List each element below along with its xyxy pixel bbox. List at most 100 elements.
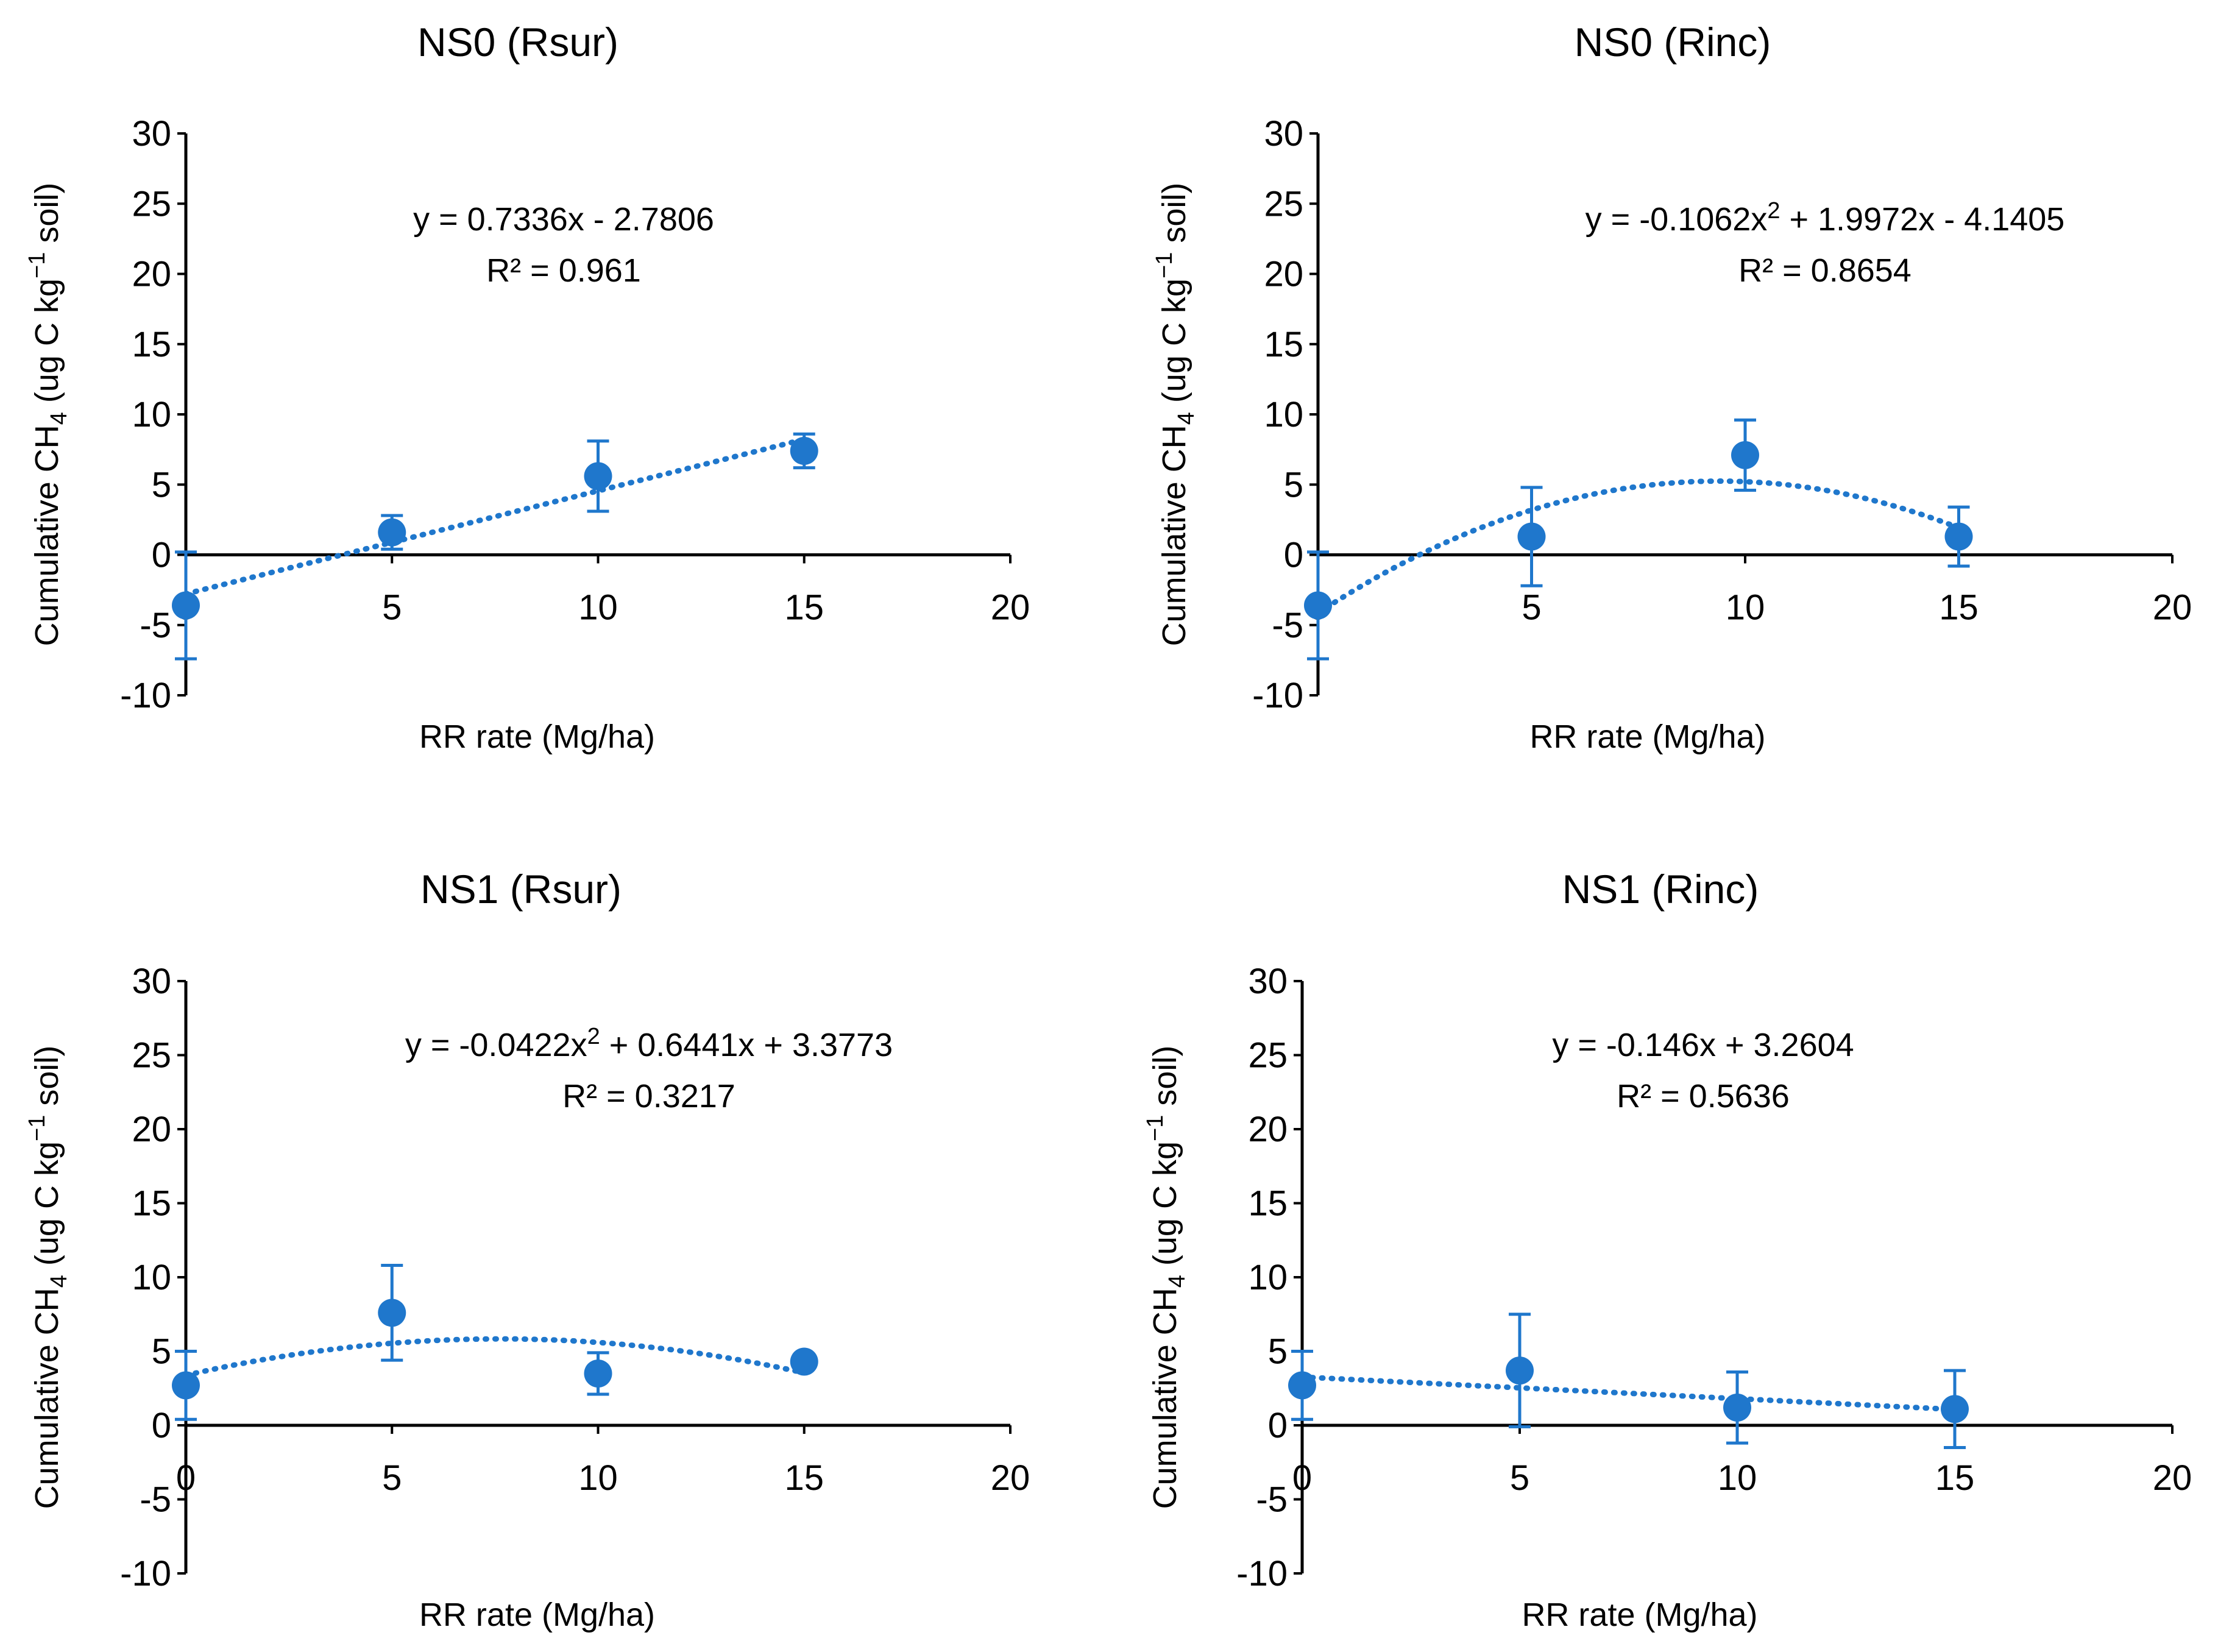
trendline-equation: y = -0.146x + 3.2604 [1552,1027,1854,1063]
data-point [172,1371,200,1400]
y-tick-label: 0 [1268,1406,1288,1445]
y-tick-label: 5 [152,465,171,505]
x-tick-label: 10 [578,1458,618,1498]
chart-title: NS0 (Rsur) [417,19,618,65]
y-tick-label: 10 [1264,395,1303,434]
x-tick-label: 5 [382,1458,402,1498]
x-axis-label: RR rate (Mg/ha) [419,718,655,755]
data-point [790,1347,818,1376]
y-tick-label: -10 [1252,676,1303,715]
x-tick-label: 20 [991,588,1030,628]
x-tick-label: 10 [1726,588,1765,628]
chart-title: NS0 (Rinc) [1575,19,1771,65]
y-axis-label: Cumulative CH4 (ug C kg−1 soil) [24,183,72,647]
y-tick-label: 5 [1284,465,1303,505]
y-tick-label: 30 [132,114,171,154]
y-tick-label: 10 [132,395,171,434]
y-tick-label: 15 [132,1184,171,1224]
y-tick-label: 15 [132,325,171,364]
y-tick-label: -5 [140,606,171,645]
x-axis-label: RR rate (Mg/ha) [1522,1597,1757,1633]
y-tick-label: 5 [152,1332,171,1372]
y-tick-label: 30 [1264,114,1303,154]
x-tick-label: 20 [991,1458,1030,1498]
data-point [1723,1393,1751,1422]
data-point [584,1359,612,1388]
x-tick-label: 15 [784,1458,824,1498]
r-squared-label: R² = 0.5636 [1617,1078,1790,1115]
y-tick-label: -10 [120,1554,171,1594]
trendline [183,436,807,597]
trendline-equation: y = 0.7336x - 2.7806 [413,201,714,238]
y-tick-label: 25 [132,1036,171,1076]
x-tick-label: 0 [176,1458,196,1498]
r-squared-label: R² = 0.961 [486,252,641,289]
y-axis-label: Cumulative CH4 (ug C kg−1 soil) [24,1046,72,1509]
y-tick-label: 25 [1264,184,1303,224]
data-point [1941,1395,1969,1423]
x-tick-label: 5 [1522,588,1541,628]
y-tick-label: 25 [132,184,171,224]
data-point [1731,441,1759,469]
y-tick-label: 10 [1248,1258,1288,1297]
x-axis-label: RR rate (Mg/ha) [1529,718,1765,755]
data-point [1944,522,1973,551]
x-tick-label: 5 [382,588,402,628]
chart-title: NS1 (Rsur) [420,867,622,912]
data-point [1517,522,1546,551]
trendline [1315,478,1961,616]
y-tick-label: 20 [1248,1110,1288,1149]
x-tick-label: 0 [1292,1458,1312,1498]
x-tick-label: 20 [2153,1458,2192,1498]
data-point [1288,1371,1316,1400]
y-tick-label: 0 [152,536,171,575]
y-tick-label: -10 [120,676,171,715]
r-squared-label: R² = 0.8654 [1738,252,1912,289]
y-axis-label: Cumulative CH4 (ug C kg−1 soil) [1143,1046,1190,1509]
trendline [1299,1374,1958,1413]
x-tick-label: 15 [1935,1458,1975,1498]
y-tick-label: 0 [152,1406,171,1445]
data-point [584,462,612,491]
trendline-equation: y = -0.1062x2 + 1.9972x - 4.1405 [1586,198,2065,238]
data-point [790,436,818,465]
y-tick-label: 20 [132,255,171,294]
chart-title: NS1 (Rinc) [1562,867,1759,912]
x-tick-label: 20 [2153,588,2192,628]
y-tick-label: 20 [132,1110,171,1149]
y-tick-label: 5 [1268,1332,1288,1372]
y-tick-label: 30 [1248,962,1288,1001]
trendline [183,1336,807,1378]
y-tick-label: -5 [140,1480,171,1520]
x-tick-label: 5 [1510,1458,1529,1498]
y-tick-label: -5 [1256,1480,1288,1520]
y-tick-label: -5 [1272,606,1303,645]
data-point [1304,591,1332,620]
data-point [378,1299,406,1327]
data-point [378,518,406,547]
y-tick-label: 15 [1264,325,1303,364]
y-tick-label: 30 [132,962,171,1001]
x-tick-label: 10 [1718,1458,1757,1498]
y-tick-label: -10 [1236,1554,1288,1594]
data-point [172,591,200,620]
data-point [1506,1356,1534,1385]
y-tick-label: 10 [132,1258,171,1297]
y-tick-label: 25 [1248,1036,1288,1076]
y-axis-label: Cumulative CH4 (ug C kg−1 soil) [1152,183,1199,647]
y-tick-label: 15 [1248,1184,1288,1224]
x-tick-label: 10 [578,588,618,628]
x-tick-label: 15 [784,588,824,628]
x-axis-label: RR rate (Mg/ha) [419,1597,655,1633]
r-squared-label: R² = 0.3217 [562,1078,735,1115]
y-tick-label: 20 [1264,255,1303,294]
trendline-equation: y = -0.0422x2 + 0.6441x + 3.3773 [405,1024,893,1063]
y-tick-label: 0 [1284,536,1303,575]
x-tick-label: 15 [1939,588,1979,628]
